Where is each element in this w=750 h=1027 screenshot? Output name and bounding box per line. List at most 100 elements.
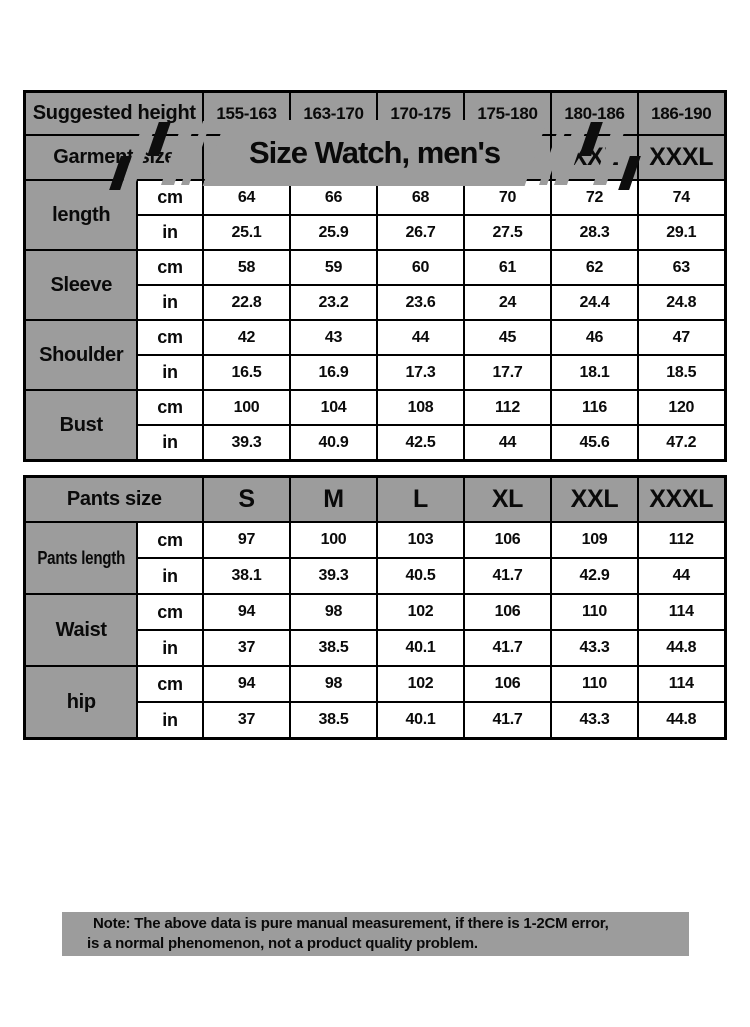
value-cell: 98	[289, 665, 378, 703]
value-cell: 62	[550, 249, 639, 286]
row-label-bust: Bust	[23, 389, 138, 462]
sleeve-in-row: in 22.8 23.2 23.6 24 24.4 24.8	[25, 284, 726, 321]
pants-length-in-row: in 38.1 39.3 40.5 41.7 42.9 44	[25, 557, 726, 595]
value-cell: 59	[289, 249, 378, 286]
value-cell: 25.9	[289, 214, 378, 251]
value-cell: 43	[289, 319, 378, 356]
bust-in-row: in 39.3 40.9 42.5 44 45.6 47.2	[25, 424, 726, 462]
note-line-1: Note: The above data is pure manual meas…	[93, 915, 609, 932]
value-cell: 44	[637, 557, 726, 595]
pants-size-row: Pants size S M L XL XXL XXXL	[23, 475, 726, 523]
value-cell: 41.7	[463, 701, 552, 740]
value-cell: 61	[463, 249, 552, 286]
size-header-cell: S	[202, 475, 291, 523]
value-cell: 24.8	[637, 284, 726, 321]
unit-cell: cm	[135, 665, 205, 703]
value-cell: 24.4	[550, 284, 639, 321]
value-cell: 94	[202, 593, 291, 631]
value-cell: 98	[289, 593, 378, 631]
slash-decoration-right	[538, 120, 641, 190]
value-cell: 45	[463, 319, 552, 356]
value-cell: 102	[376, 593, 465, 631]
unit-cell: in	[135, 214, 205, 251]
size-header-cell: XXXL	[637, 475, 726, 523]
value-cell: 109	[550, 521, 639, 559]
garment-size-table: Suggested height 155-163 163-170 170-175…	[23, 90, 727, 462]
pants-length-cm-row: Pants length cm 97 100 103 106 109 112	[23, 521, 726, 595]
unit-cell: in	[135, 354, 205, 391]
value-cell: 23.6	[376, 284, 465, 321]
value-cell: 114	[637, 593, 726, 631]
size-header-cell: XXXL	[637, 134, 726, 181]
size-header-cell: L	[376, 475, 465, 523]
value-cell: 112	[637, 521, 726, 559]
value-cell: 18.1	[550, 354, 639, 391]
unit-cell: cm	[135, 389, 205, 426]
shoulder-cm-row: Shoulder cm 42 43 44 45 46 47	[23, 319, 726, 391]
value-cell: 40.1	[376, 701, 465, 740]
value-cell: 43.3	[550, 701, 639, 740]
size-header-cell: XL	[463, 475, 552, 523]
value-cell: 116	[550, 389, 639, 426]
hip-cm-row: hip cm 94 98 102 106 110 114	[23, 665, 726, 740]
value-cell: 110	[550, 593, 639, 631]
value-cell: 45.6	[550, 424, 639, 462]
value-cell: 42	[202, 319, 291, 356]
value-cell: 100	[202, 389, 291, 426]
value-cell: 102	[376, 665, 465, 703]
value-cell: 110	[550, 665, 639, 703]
value-cell: 26.7	[376, 214, 465, 251]
value-cell: 41.7	[463, 629, 552, 667]
slash-decoration-left	[109, 120, 212, 190]
value-cell: 63	[637, 249, 726, 286]
waist-in-row: in 37 38.5 40.1 41.7 43.3 44.8	[25, 629, 726, 667]
value-cell: 37	[202, 701, 291, 740]
value-cell: 38.5	[289, 701, 378, 740]
row-label-hip: hip	[23, 665, 138, 740]
note-line-2: is a normal phenomenon, not a product qu…	[87, 935, 478, 952]
value-cell: 47	[637, 319, 726, 356]
value-cell: 100	[289, 521, 378, 559]
unit-cell: in	[135, 701, 205, 740]
value-cell: 42.5	[376, 424, 465, 462]
row-label-length: length	[23, 179, 138, 251]
value-cell: 112	[463, 389, 552, 426]
waist-cm-row: Waist cm 94 98 102 106 110 114	[23, 593, 726, 667]
size-header-cell: M	[289, 475, 378, 523]
value-cell: 42.9	[550, 557, 639, 595]
value-cell: 103	[376, 521, 465, 559]
title-banner: Size Watch, men's	[0, 120, 750, 190]
size-header-cell: XXL	[550, 475, 639, 523]
value-cell: 16.5	[202, 354, 291, 391]
value-cell: 23.2	[289, 284, 378, 321]
measurement-note: Note: The above data is pure manual meas…	[62, 912, 689, 956]
value-cell: 60	[376, 249, 465, 286]
value-cell: 97	[202, 521, 291, 559]
value-cell: 38.5	[289, 629, 378, 667]
row-label-shoulder: Shoulder	[23, 319, 138, 391]
value-cell: 18.5	[637, 354, 726, 391]
pants-size-table: Pants size S M L XL XXL XXXL Pants lengt…	[23, 475, 727, 740]
bust-cm-row: Bust cm 100 104 108 112 116 120	[23, 389, 726, 462]
unit-cell: cm	[135, 521, 205, 559]
value-cell: 17.3	[376, 354, 465, 391]
slash-icon	[618, 156, 641, 190]
value-cell: 74	[637, 179, 726, 216]
value-cell: 40.1	[376, 629, 465, 667]
value-cell: 24	[463, 284, 552, 321]
value-cell: 39.3	[289, 557, 378, 595]
hip-in-row: in 37 38.5 40.1 41.7 43.3 44.8	[25, 701, 726, 740]
value-cell: 27.5	[463, 214, 552, 251]
value-cell: 25.1	[202, 214, 291, 251]
row-label-pants-length: Pants length	[23, 521, 138, 595]
value-cell: 106	[463, 593, 552, 631]
value-cell: 17.7	[463, 354, 552, 391]
height-range-cell: 186-190	[637, 90, 726, 136]
value-cell: 44.8	[637, 629, 726, 667]
value-cell: 58	[202, 249, 291, 286]
value-cell: 47.2	[637, 424, 726, 462]
value-cell: 41.7	[463, 557, 552, 595]
page-title: Size Watch, men's	[249, 135, 501, 170]
value-cell: 120	[637, 389, 726, 426]
value-cell: 44	[376, 319, 465, 356]
